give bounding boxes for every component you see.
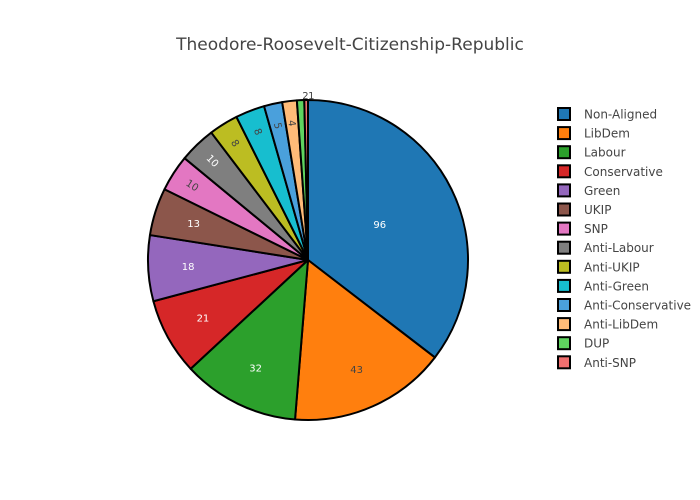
slice-value-label: 43 xyxy=(350,365,363,376)
legend-label[interactable]: Conservative xyxy=(584,165,663,179)
legend-label[interactable]: Anti-Green xyxy=(584,279,649,293)
slice-value-label: 13 xyxy=(187,219,200,230)
legend-label[interactable]: UKIP xyxy=(584,203,611,217)
legend-label[interactable]: DUP xyxy=(584,337,609,351)
legend-swatch[interactable] xyxy=(557,259,571,274)
legend-label[interactable]: Anti-SNP xyxy=(584,356,636,370)
legend-swatch[interactable] xyxy=(557,145,571,160)
legend-swatch[interactable] xyxy=(557,298,571,312)
legend-label[interactable]: SNP xyxy=(584,222,608,236)
slice-value-label: 2 xyxy=(302,91,308,102)
legend-swatch[interactable] xyxy=(557,183,571,198)
slice-value-label: 8 xyxy=(228,138,241,149)
legend-swatch[interactable] xyxy=(557,202,571,217)
pie-slice-non-aligned[interactable] xyxy=(307,99,469,359)
legend-label[interactable]: Green xyxy=(584,184,620,198)
legend-swatch[interactable] xyxy=(557,221,571,236)
slice-value-label: 8 xyxy=(251,127,264,137)
legend-swatch[interactable] xyxy=(557,278,571,293)
slice-value-label: 32 xyxy=(249,363,262,374)
legend-label[interactable]: Labour xyxy=(584,146,626,160)
slice-value-label: 21 xyxy=(197,313,210,324)
pie-slice-anti-snp[interactable] xyxy=(303,99,309,261)
legend-swatch[interactable] xyxy=(557,164,571,179)
chart-title: Theodore-Roosevelt-Citizenship-Republic xyxy=(175,35,524,55)
legend-swatch[interactable] xyxy=(557,336,571,351)
legend-swatch[interactable] xyxy=(557,107,571,121)
legend: Non-Aligned LibDem Labour Conservative Green… xyxy=(557,107,691,370)
legend-label[interactable]: Anti-Conservative xyxy=(584,299,691,313)
legend-swatch[interactable] xyxy=(557,240,571,255)
slice-value-label: 96 xyxy=(373,220,386,231)
legend-swatch[interactable] xyxy=(557,126,571,141)
legend-label[interactable]: LibDem xyxy=(584,127,630,141)
pie-slices xyxy=(147,99,469,421)
slice-value-label: 1 xyxy=(308,91,314,102)
legend-swatch[interactable] xyxy=(557,355,571,370)
slice-value-label: 5 xyxy=(271,122,283,131)
legend-label[interactable]: Anti-Labour xyxy=(584,241,654,255)
legend-label[interactable]: Anti-UKIP xyxy=(584,260,640,274)
pie-slice-labour[interactable] xyxy=(189,259,309,421)
legend-swatch[interactable] xyxy=(557,317,571,332)
pie-slice-libdem[interactable] xyxy=(294,259,436,421)
slice-value-label: 18 xyxy=(182,262,195,273)
legend-label[interactable]: Non-Aligned xyxy=(584,108,657,122)
slice-value-label: 4 xyxy=(285,120,297,128)
legend-label[interactable]: Anti-LibDem xyxy=(584,318,658,332)
